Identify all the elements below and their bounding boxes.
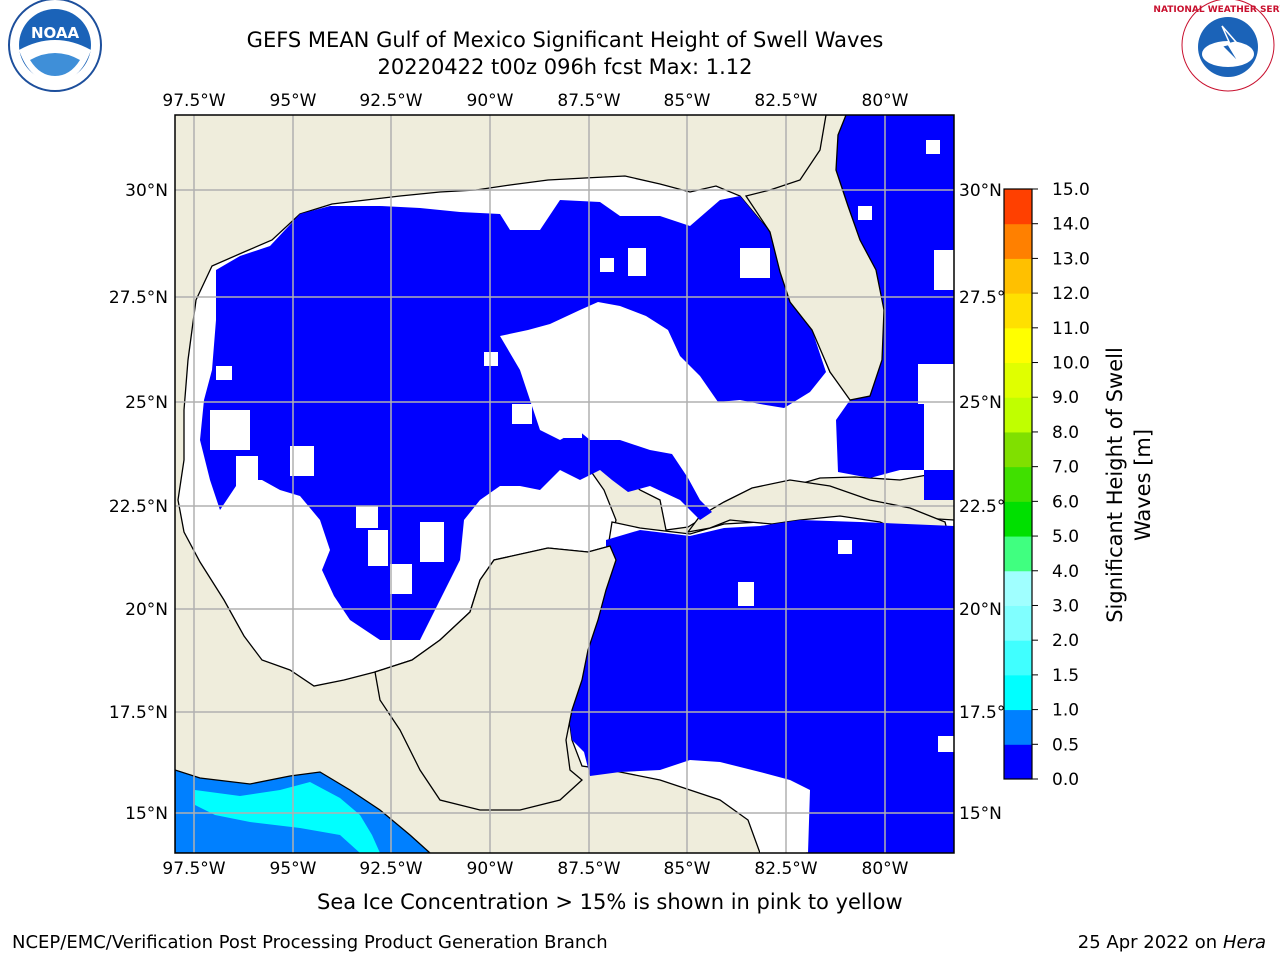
map-frame — [174, 114, 955, 854]
colorbar-label: 10.0 — [1052, 354, 1090, 374]
svg-text:20°N: 20°N — [959, 600, 1002, 620]
colorbar-segment — [1004, 327, 1032, 364]
nws-logo: NATIONAL WEATHER SERVICE — [1153, 0, 1280, 92]
colorbar-segment — [1004, 640, 1032, 676]
colorbar-segment — [1004, 570, 1032, 606]
colorbar-label: 5.0 — [1052, 527, 1079, 547]
footer-host: Hera — [1222, 932, 1266, 953]
svg-text:NATIONAL WEATHER SERVICE: NATIONAL WEATHER SERVICE — [1153, 5, 1280, 15]
svg-text:30°N: 30°N — [959, 181, 1002, 201]
svg-text:92.5°W: 92.5°W — [359, 91, 422, 111]
svg-text:90°W: 90°W — [467, 859, 514, 879]
colorbar-label: 2.0 — [1052, 631, 1079, 651]
colorbar-label: 4.0 — [1052, 562, 1079, 582]
colorbar-segment — [1004, 362, 1032, 398]
colorbar-label: 13.0 — [1052, 249, 1090, 269]
colorbar-label: 0.0 — [1052, 770, 1079, 790]
colorbar-label: 11.0 — [1052, 319, 1090, 339]
svg-text:17.5°N: 17.5°N — [109, 703, 168, 723]
colorbar-segment — [1004, 674, 1032, 711]
svg-text:97.5°W: 97.5°W — [162, 859, 225, 879]
colorbar-segment — [1004, 431, 1032, 468]
noaa-logo: NOAA — [8, 0, 102, 92]
colorbar-label: 3.0 — [1052, 596, 1079, 616]
graticule — [175, 115, 954, 853]
svg-text:20°N: 20°N — [125, 600, 168, 620]
svg-text:27.5°N: 27.5°N — [109, 288, 168, 308]
svg-text:85°W: 85°W — [664, 91, 711, 111]
footer-date-text: 25 Apr 2022 on — [1077, 932, 1223, 953]
colorbar-label: 1.5 — [1052, 666, 1079, 686]
florida — [744, 115, 885, 401]
svg-text:17.5°N: 17.5°N — [959, 703, 1018, 723]
colorbar-label: 0.5 — [1052, 735, 1079, 755]
svg-text:30°N: 30°N — [125, 181, 168, 201]
svg-text:15°N: 15°N — [125, 804, 168, 824]
svg-text:92.5°W: 92.5°W — [359, 859, 422, 879]
colorbar-label: 14.0 — [1052, 215, 1090, 235]
colorbar-segment — [1004, 605, 1032, 641]
svg-text:22.5°N: 22.5°N — [109, 497, 168, 517]
colorbar-segment — [1004, 189, 1032, 225]
colorbar-segment — [1004, 293, 1032, 329]
colorbar-label: 8.0 — [1052, 423, 1079, 443]
svg-text:85°W: 85°W — [664, 859, 711, 879]
colorbar-label: 9.0 — [1052, 388, 1079, 408]
yucatan — [374, 545, 617, 811]
sea-ice-note: Sea Ice Concentration > 15% is shown in … — [317, 890, 903, 914]
colorbar-label: 6.0 — [1052, 492, 1079, 512]
chart-subtitle: 20220422 t00z 096h fcst Max: 1.12 — [377, 55, 753, 79]
colorbar-label: 12.0 — [1052, 284, 1090, 304]
svg-text:97.5°W: 97.5°W — [162, 91, 225, 111]
lat-labels-left: 30°N 27.5°N 25°N 22.5°N 20°N 17.5°N 15°N — [109, 181, 168, 824]
svg-text:27.5°N: 27.5°N — [959, 288, 1018, 308]
svg-text:25°N: 25°N — [959, 393, 1002, 413]
footer-credit: NCEP/EMC/Verification Post Processing Pr… — [12, 932, 608, 953]
colorbar-label: 15.0 — [1052, 180, 1090, 200]
colorbar-segment — [1004, 466, 1032, 502]
colorbar-segment — [1004, 258, 1032, 294]
colorbar-label: 7.0 — [1052, 458, 1079, 478]
svg-text:95°W: 95°W — [270, 91, 317, 111]
colorbar-title-line2: Waves [m] — [1131, 429, 1155, 541]
colorbar-segment — [1004, 536, 1032, 572]
colorbar-frame — [1003, 188, 1033, 780]
colorbar-segment — [1004, 223, 1032, 259]
svg-text:22.5°N: 22.5°N — [959, 497, 1018, 517]
svg-text:95°W: 95°W — [270, 859, 317, 879]
svg-text:82.5°W: 82.5°W — [754, 859, 817, 879]
chart-title: GEFS MEAN Gulf of Mexico Significant Hei… — [246, 28, 884, 52]
footer-date: 25 Apr 2022 on Hera — [1078, 932, 1266, 953]
colorbar-segment — [1004, 501, 1032, 537]
svg-text:82.5°W: 82.5°W — [754, 91, 817, 111]
svg-text:25°N: 25°N — [125, 393, 168, 413]
svg-text:80°W: 80°W — [862, 91, 909, 111]
lon-labels-bottom: 97.5°W 95°W 92.5°W 90°W 87.5°W 85°W 82.5… — [162, 859, 908, 879]
colorbar-title-line1: Significant Height of Swell — [1103, 347, 1127, 623]
svg-text:15°N: 15°N — [959, 804, 1002, 824]
svg-text:87.5°W: 87.5°W — [557, 91, 620, 111]
colorbar: 0.0 0.5 1.0 1.5 2.0 3.0 4.0 5.0 6.0 7.0 8.0 9.0 10.0… — [1003, 180, 1090, 790]
colorbar-segment — [1004, 397, 1032, 433]
colorbar-label: 1.0 — [1052, 701, 1079, 721]
svg-text:90°W: 90°W — [467, 91, 514, 111]
colorbar-segment — [1004, 744, 1032, 780]
lat-labels-right: 30°N 27.5°N 25°N 22.5°N 20°N 17.5°N 15°N — [959, 181, 1018, 824]
svg-text:NOAA: NOAA — [31, 24, 80, 42]
svg-text:87.5°W: 87.5°W — [557, 859, 620, 879]
colorbar-segment — [1004, 709, 1032, 745]
lon-labels-top: 97.5°W 95°W 92.5°W 90°W 87.5°W 85°W 82.5… — [162, 91, 908, 111]
map-area — [175, 115, 954, 853]
svg-text:80°W: 80°W — [862, 859, 909, 879]
